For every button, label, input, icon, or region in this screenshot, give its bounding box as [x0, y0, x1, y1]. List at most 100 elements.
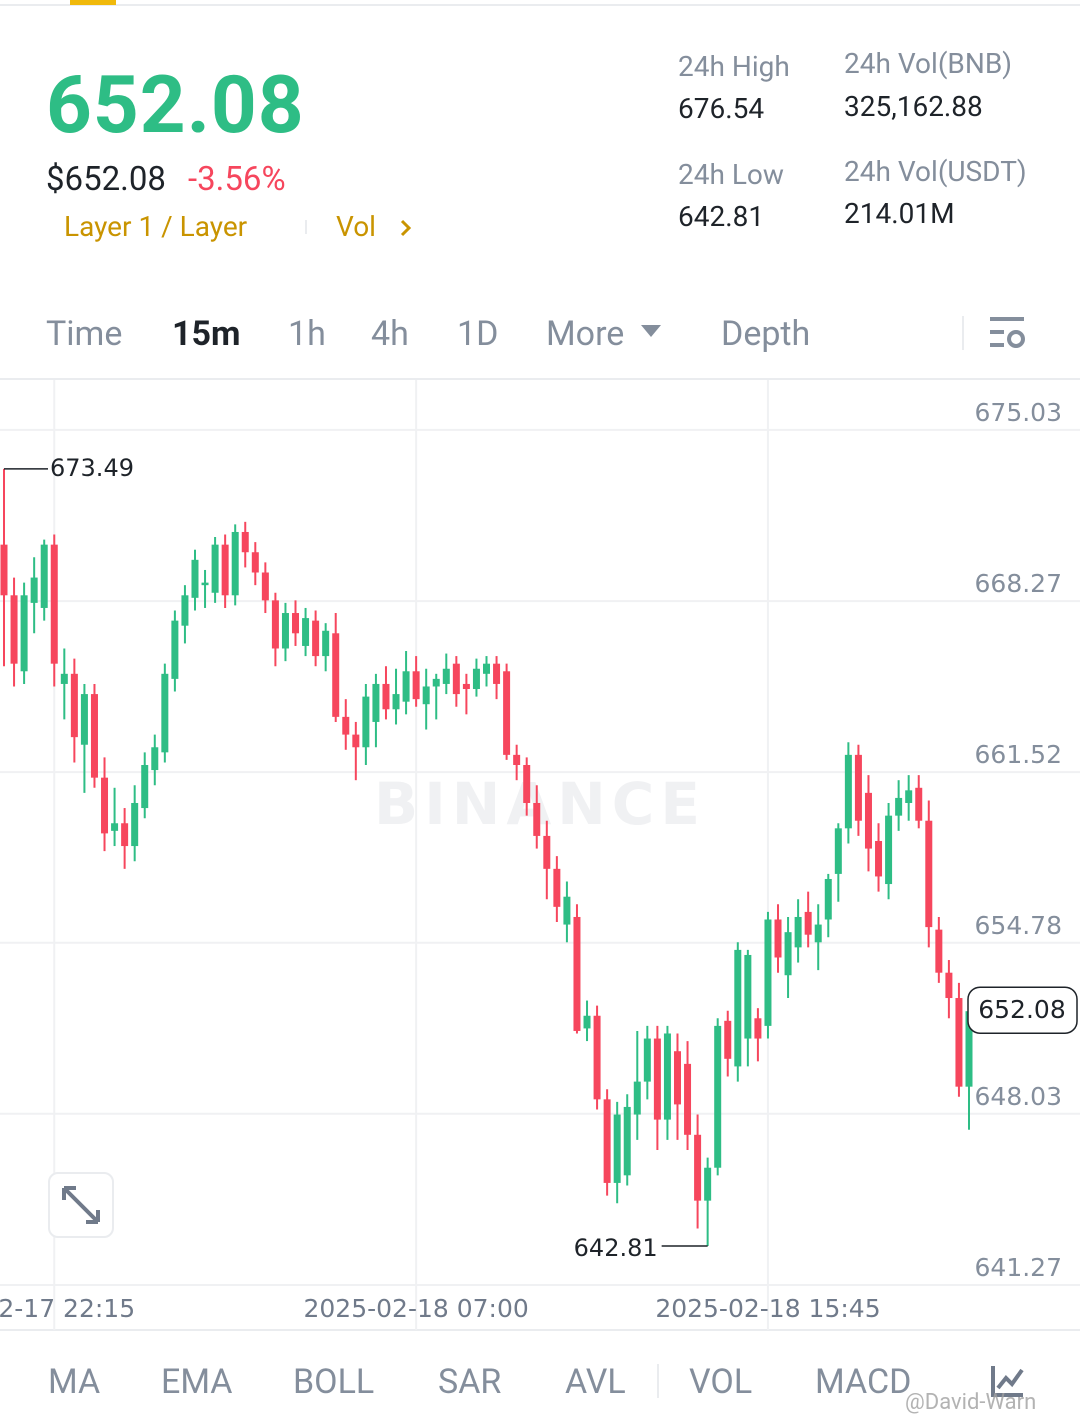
candle-body	[121, 823, 129, 847]
candle-body	[101, 777, 109, 834]
candle-body	[945, 972, 953, 999]
credit-watermark: @David-Warn	[905, 1390, 1037, 1415]
candle-body	[834, 828, 842, 874]
tab[interactable]: Time	[46, 314, 123, 354]
expand-button[interactable]	[48, 1172, 114, 1238]
candle-body	[151, 747, 159, 771]
candle-body	[523, 764, 531, 803]
candle-body	[774, 919, 782, 958]
candle-body	[422, 686, 430, 705]
candle-body	[111, 823, 119, 831]
indicator-settings-icon[interactable]	[990, 1364, 1026, 1398]
tab[interactable]: Depth	[721, 314, 811, 354]
tag-divider	[305, 220, 307, 234]
candle-body	[332, 633, 340, 717]
candle-body	[292, 613, 300, 634]
tab[interactable]: 1D	[457, 314, 499, 354]
sector-tag[interactable]: Layer 1 / Layer	[64, 210, 248, 243]
y-tick-label: 641.27	[975, 1253, 1062, 1282]
candle-body	[483, 663, 490, 674]
candle-body	[895, 797, 903, 816]
candle-body	[593, 1015, 601, 1100]
indicator[interactable]: MA	[48, 1362, 101, 1402]
tab[interactable]: More	[546, 314, 625, 354]
candle-body	[10, 595, 18, 664]
candle-body	[794, 916, 802, 948]
last-price-label: 652.08	[978, 995, 1065, 1024]
indicator[interactable]: EMA	[161, 1362, 233, 1402]
active-indicator	[70, 0, 116, 5]
candle-body	[784, 932, 792, 976]
usd-price: $652.08	[46, 160, 166, 199]
y-tick-label: 661.52	[975, 740, 1062, 769]
candle-body	[925, 820, 933, 928]
tab[interactable]: 4h	[371, 314, 409, 354]
indicator[interactable]: VOL	[689, 1362, 753, 1402]
high-marker-label: 673.49	[50, 454, 134, 482]
candle-body	[844, 754, 852, 829]
settings-icon[interactable]	[988, 314, 1028, 354]
candle-body	[854, 754, 862, 821]
last-price: 652.08	[46, 58, 305, 152]
candle-body	[90, 694, 98, 778]
indicator[interactable]: BOLL	[293, 1362, 375, 1402]
indicator[interactable]: MACD	[815, 1362, 912, 1402]
tab[interactable]: 1h	[288, 314, 326, 354]
candle-body	[965, 1011, 973, 1087]
y-tick-label: 675.03	[975, 398, 1062, 427]
candle-body	[251, 552, 259, 573]
candle-body	[724, 1020, 732, 1059]
candle-body	[342, 716, 350, 735]
candle-body	[402, 671, 410, 702]
candle-body	[905, 790, 913, 803]
candle-body	[583, 1015, 591, 1029]
indicator[interactable]: AVL	[565, 1362, 626, 1402]
candle-body	[824, 878, 832, 920]
candle-body	[20, 595, 28, 672]
candle-body	[603, 1099, 611, 1183]
candle-body	[875, 840, 883, 877]
tab-divider	[962, 316, 964, 350]
x-tick-label: 2025-02-18 07:00	[303, 1294, 528, 1323]
stat-value: 214.01M	[844, 197, 955, 230]
price-change: -3.56%	[188, 160, 286, 199]
candle-body	[885, 815, 893, 885]
candle-body	[754, 1018, 762, 1039]
candle-body	[382, 683, 390, 710]
candle-body	[40, 544, 48, 608]
chevron	[400, 219, 412, 237]
candle-body	[432, 678, 440, 687]
candle-body	[513, 754, 521, 765]
candle-body	[673, 1051, 681, 1105]
candle-body	[694, 1134, 702, 1201]
candle-body	[553, 868, 561, 907]
stat-label: 24h Vol(BNB)	[844, 47, 1013, 80]
candle-body	[171, 620, 179, 679]
candle-body	[0, 544, 8, 596]
stat-label: 24h Vol(USDT)	[844, 155, 1027, 188]
indicator[interactable]: SAR	[438, 1362, 502, 1402]
candle-body	[412, 671, 420, 700]
candle-body	[734, 949, 742, 1067]
candle-body	[50, 544, 58, 664]
candle-body	[80, 694, 88, 745]
candle-body	[643, 1038, 651, 1082]
candle-body	[60, 673, 68, 684]
tab-active[interactable]: 15m	[172, 314, 241, 354]
candle-body	[704, 1167, 712, 1201]
candle-body	[302, 618, 310, 646]
candle-body	[181, 595, 189, 626]
candle-body	[814, 924, 822, 943]
candle-body	[684, 1063, 692, 1135]
candle-body	[503, 671, 511, 755]
candle-body	[442, 668, 450, 684]
stat-value: 325,162.88	[844, 90, 983, 123]
indicator-divider	[657, 1364, 659, 1398]
candle-body	[322, 630, 330, 657]
vol-link[interactable]: Vol	[336, 210, 376, 243]
candle-body	[613, 1114, 621, 1183]
candle-body	[915, 787, 923, 821]
candle-body	[653, 1038, 661, 1120]
dropdown-arrow	[641, 325, 661, 337]
